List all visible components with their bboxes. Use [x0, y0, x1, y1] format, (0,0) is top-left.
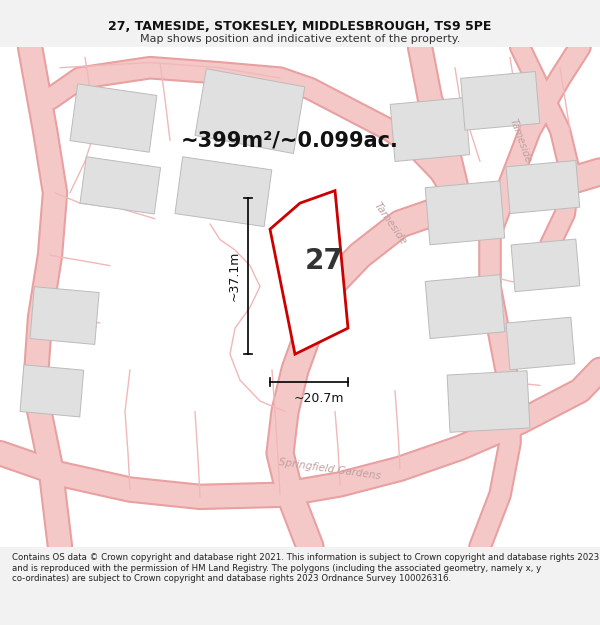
Bar: [425, 274, 505, 339]
Text: ~20.7m: ~20.7m: [294, 392, 344, 406]
Bar: [175, 157, 272, 227]
Bar: [425, 181, 505, 245]
Bar: [461, 71, 540, 130]
Bar: [511, 239, 580, 292]
Bar: [506, 161, 580, 214]
Text: ~37.1m: ~37.1m: [227, 251, 241, 301]
Text: Map shows position and indicative extent of the property.: Map shows position and indicative extent…: [140, 34, 460, 44]
Bar: [20, 365, 83, 417]
Bar: [390, 98, 470, 161]
Text: Springfield Gardens: Springfield Gardens: [278, 457, 382, 481]
Bar: [447, 371, 530, 432]
Polygon shape: [270, 191, 348, 354]
Text: ~399m²/~0.099ac.: ~399m²/~0.099ac.: [181, 131, 399, 151]
Text: 27: 27: [305, 247, 344, 275]
Text: 27, TAMESIDE, STOKESLEY, MIDDLESBROUGH, TS9 5PE: 27, TAMESIDE, STOKESLEY, MIDDLESBROUGH, …: [109, 20, 491, 32]
Bar: [80, 157, 161, 214]
Text: Tameside: Tameside: [372, 201, 408, 247]
Text: Contains OS data © Crown copyright and database right 2021. This information is : Contains OS data © Crown copyright and d…: [12, 554, 599, 583]
Bar: [506, 318, 575, 370]
Text: Tameside: Tameside: [508, 117, 533, 164]
Bar: [30, 287, 99, 344]
Bar: [195, 69, 305, 154]
Bar: [70, 84, 157, 152]
